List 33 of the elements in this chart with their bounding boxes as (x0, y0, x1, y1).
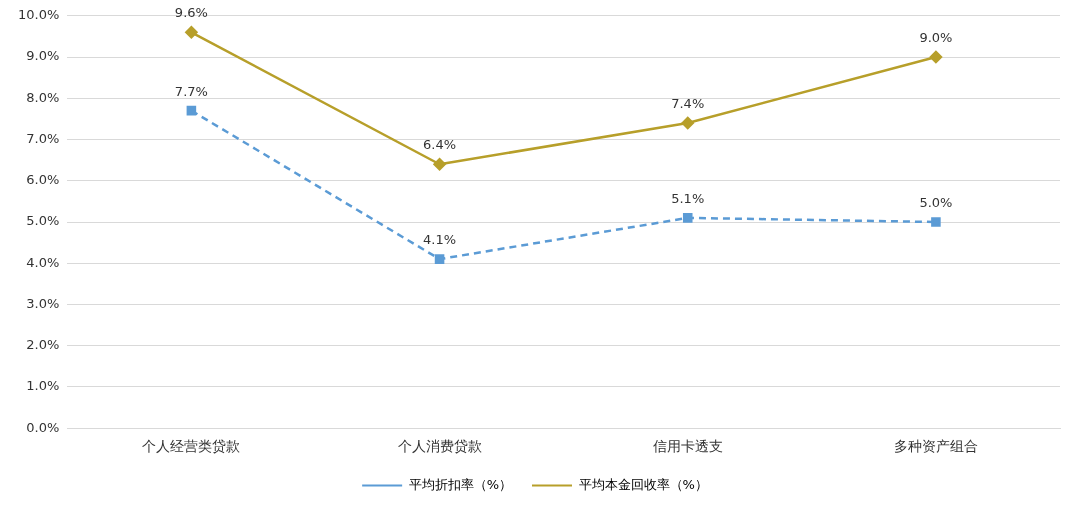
data-label: 6.4% (423, 137, 457, 153)
x-tick-label: 多种资产组合 (893, 438, 978, 455)
y-tick-label: 6.0% (26, 172, 60, 188)
point (186, 105, 197, 116)
x-tick-label: 信用卡透支 (652, 438, 723, 455)
y-tick-label: 3.0% (26, 295, 60, 311)
data-label: 9.0% (919, 29, 953, 45)
data-label: 5.0% (919, 194, 953, 210)
point (185, 26, 198, 39)
data-label: 9.6% (174, 5, 208, 21)
x-tick-label: 个人经营类贷款 (142, 438, 241, 455)
y-tick-label: 5.0% (26, 213, 60, 229)
point (434, 254, 445, 264)
point (433, 158, 446, 171)
data-label: 5.1% (671, 190, 705, 206)
data-label: 4.1% (423, 231, 457, 247)
point (682, 213, 693, 223)
point (681, 116, 694, 130)
y-tick-label: 2.0% (26, 337, 60, 353)
data-label: 7.4% (671, 95, 705, 111)
y-tick-label: 8.0% (26, 89, 60, 105)
data-label: 7.7% (174, 83, 208, 99)
y-tick-label: 1.0% (26, 378, 60, 394)
legend-label: 平均本金回收率（%） (578, 476, 708, 492)
y-tick-label: 9.0% (26, 48, 60, 64)
y-tick-label: 10.0% (17, 7, 60, 23)
point (931, 217, 941, 227)
y-tick-label: 0.0% (26, 419, 60, 435)
point (929, 50, 943, 64)
x-tick-label: 个人消费贷款 (397, 438, 482, 455)
y-tick-label: 7.0% (26, 130, 60, 146)
y-tick-label: 4.0% (26, 254, 60, 270)
legend-label: 平均折扣率（%） (408, 476, 513, 492)
